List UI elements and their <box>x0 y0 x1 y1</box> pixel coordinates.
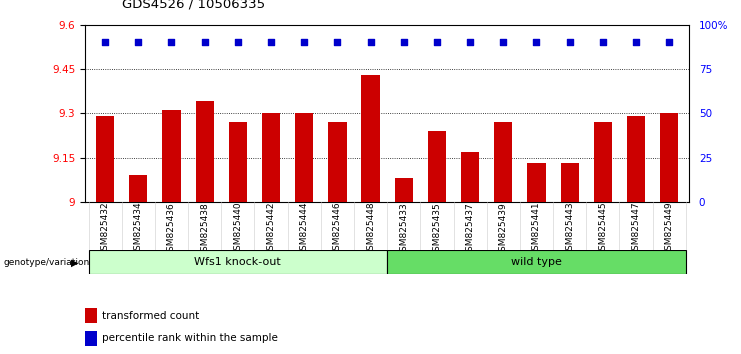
Bar <box>387 250 686 274</box>
Bar <box>262 113 280 202</box>
Point <box>331 40 343 45</box>
Text: GSM825449: GSM825449 <box>665 202 674 256</box>
Text: GDS4526 / 10506335: GDS4526 / 10506335 <box>122 0 265 11</box>
Bar <box>196 102 214 202</box>
Text: GSM825446: GSM825446 <box>333 202 342 256</box>
Bar <box>362 75 379 202</box>
Point <box>497 40 509 45</box>
Point <box>464 40 476 45</box>
Text: GSM825440: GSM825440 <box>233 202 242 256</box>
Bar <box>88 250 387 274</box>
Text: GSM825441: GSM825441 <box>532 202 541 256</box>
Text: GSM825436: GSM825436 <box>167 202 176 257</box>
Text: transformed count: transformed count <box>102 311 199 321</box>
Bar <box>85 331 97 346</box>
Bar <box>85 308 97 323</box>
Point <box>630 40 642 45</box>
Point <box>133 40 144 45</box>
Text: GSM825442: GSM825442 <box>267 202 276 256</box>
Text: GSM825444: GSM825444 <box>299 202 309 256</box>
Point <box>299 40 310 45</box>
Bar <box>229 122 247 202</box>
Bar <box>594 122 612 202</box>
Point <box>663 40 675 45</box>
Bar <box>494 122 513 202</box>
Text: GSM825443: GSM825443 <box>565 202 574 256</box>
Bar <box>129 175 147 202</box>
Point <box>165 40 177 45</box>
Point <box>597 40 609 45</box>
Point <box>199 40 210 45</box>
Point <box>232 40 244 45</box>
Text: GSM825445: GSM825445 <box>598 202 608 256</box>
Bar <box>660 113 678 202</box>
Text: GSM825448: GSM825448 <box>366 202 375 256</box>
Bar <box>395 178 413 202</box>
Text: GSM825435: GSM825435 <box>433 202 442 257</box>
Bar <box>528 164 545 202</box>
Text: GSM825447: GSM825447 <box>631 202 640 256</box>
Point <box>99 40 111 45</box>
Text: ▶: ▶ <box>71 258 79 268</box>
Bar <box>328 122 347 202</box>
Text: GSM825437: GSM825437 <box>465 202 475 257</box>
Text: GSM825433: GSM825433 <box>399 202 408 257</box>
Point <box>398 40 410 45</box>
Text: GSM825438: GSM825438 <box>200 202 209 257</box>
Point <box>365 40 376 45</box>
Text: wild type: wild type <box>511 257 562 267</box>
Text: GSM825439: GSM825439 <box>499 202 508 257</box>
Text: percentile rank within the sample: percentile rank within the sample <box>102 333 278 343</box>
Bar <box>162 110 181 202</box>
Text: GSM825432: GSM825432 <box>101 202 110 256</box>
Point <box>531 40 542 45</box>
Bar <box>627 116 645 202</box>
Text: Wfs1 knock-out: Wfs1 knock-out <box>194 257 282 267</box>
Bar <box>428 131 446 202</box>
Text: GSM825434: GSM825434 <box>134 202 143 256</box>
Bar <box>461 152 479 202</box>
Text: genotype/variation: genotype/variation <box>4 258 90 267</box>
Point <box>265 40 277 45</box>
Point <box>564 40 576 45</box>
Bar <box>295 113 313 202</box>
Bar <box>96 116 114 202</box>
Point <box>431 40 443 45</box>
Bar <box>560 164 579 202</box>
